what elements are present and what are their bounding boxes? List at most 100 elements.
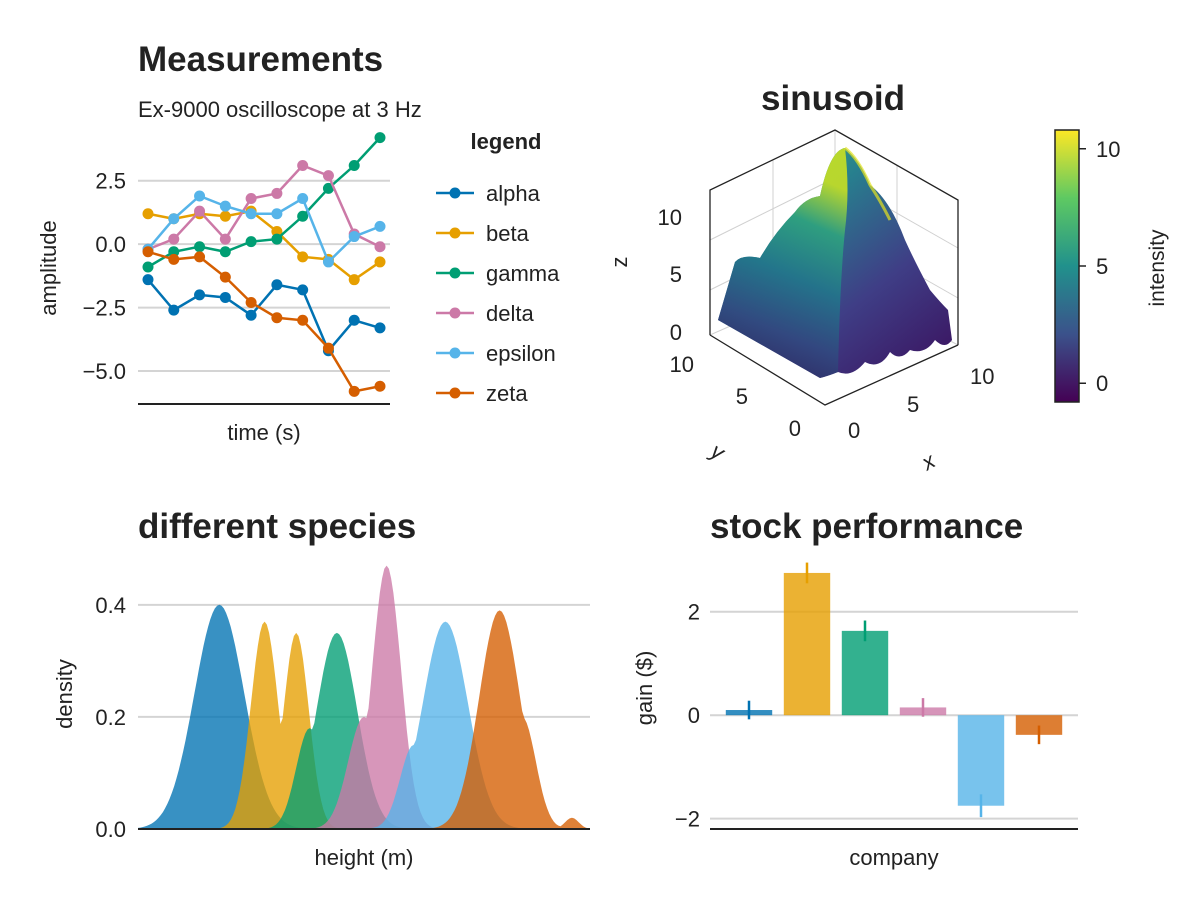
stock-y-label: gain ($) [632,651,657,726]
x-tick: 10 [970,364,994,389]
legend-marker-zeta [449,387,461,399]
measurements-x-label: time (s) [227,420,300,445]
data-point-delta [194,205,206,217]
bar-gamma [841,630,889,716]
y-tick-label: 2 [688,600,700,625]
y-tick-label: 0.0 [95,817,126,842]
data-point-gamma [348,160,360,172]
y-tick: 0 [789,416,801,441]
data-point-zeta [245,297,257,309]
sinusoid-title: sinusoid [761,79,905,118]
stock-bars [725,562,1063,818]
y-tick-label: 2.5 [95,169,126,194]
data-point-zeta [271,312,283,324]
bar-beta [783,572,831,716]
legend-marker-gamma [449,267,461,279]
y-tick-label: 0.4 [95,593,126,618]
x-axis-label: x [916,447,940,475]
data-point-zeta [374,380,386,392]
y-axis-label: y [705,437,730,466]
data-point-epsilon [348,231,360,243]
data-point-alpha [348,314,360,326]
species-panel: different species 0.4 0.2 0.0 height (m) d… [52,507,590,870]
legend-label-beta: beta [486,221,530,246]
stock-title: stock performance [710,507,1023,546]
data-point-gamma [168,246,180,258]
data-point-delta [322,170,334,182]
y-tick-label: 0.0 [95,232,126,257]
legend-marker-delta [449,307,461,319]
data-point-zeta [168,253,180,265]
colorbar-label: intensity [1146,229,1169,307]
y-tick-label: −5.0 [83,359,126,384]
colorbar-tick-label: 10 [1096,137,1120,162]
legend-marker-epsilon [449,347,461,359]
data-point-beta [297,251,309,263]
data-point-epsilon [374,220,386,232]
density-area-beta [138,621,590,829]
density-area-delta [138,565,590,829]
measurements-legend: alpha beta gamma delta epsilon zeta [436,181,560,406]
colorbar-ticks: 10 5 0 [1079,137,1120,396]
data-point-zeta [219,271,231,283]
legend-label-epsilon: epsilon [486,341,556,366]
series-line-epsilon [147,194,381,265]
legend-marker-alpha [449,187,461,199]
x-tick: 5 [907,392,919,417]
species-x-label: height (m) [314,845,413,870]
data-point-delta [271,187,283,199]
y-tick-label: −2.5 [83,296,126,321]
data-point-delta [168,233,180,245]
data-point-alpha [168,304,180,316]
data-point-gamma [297,210,309,222]
species-y-label: density [52,659,77,729]
z-axis-ticks: 10 5 0 [658,205,682,345]
data-point-epsilon [271,208,283,220]
data-point-gamma [194,241,206,253]
data-point-epsilon [168,213,180,225]
data-point-beta [348,274,360,286]
colorbar-tick-label: 5 [1096,254,1108,279]
data-point-gamma [271,233,283,245]
data-point-zeta [297,314,309,326]
x-tick: 0 [848,418,860,443]
series-line-gamma [147,136,381,269]
y-tick: 5 [736,384,748,409]
data-point-gamma [245,236,257,248]
sinusoid-panel: sinusoid 10 5 0 z 10 [607,79,1169,476]
data-point-zeta [194,251,206,263]
species-title: different species [138,507,416,546]
data-point-alpha [142,274,154,286]
data-point-epsilon [194,190,206,202]
data-point-gamma [322,182,334,194]
y-tick-label: 0.2 [95,705,126,730]
y-tick-label: 0 [688,703,700,728]
data-point-alpha [374,322,386,334]
data-point-alpha [245,309,257,321]
z-tick: 10 [658,205,682,230]
data-point-beta [374,256,386,268]
legend-label-zeta: zeta [486,381,528,406]
data-point-delta [374,241,386,253]
legend-label-delta: delta [486,301,534,326]
data-point-zeta [322,342,334,354]
y-tick: 10 [670,352,694,377]
z-axis-label: z [607,257,632,268]
species-y-ticks: 0.4 0.2 0.0 [95,593,126,842]
measurements-subtitle: Ex-9000 oscilloscope at 3 Hz [138,97,422,122]
legend-marker-beta [449,227,461,239]
data-point-delta [219,233,231,245]
data-point-gamma [219,246,231,258]
measurements-panel: Measurements Ex-9000 oscilloscope at 3 H… [36,40,560,445]
data-point-zeta [348,385,360,397]
measurements-series [142,132,386,397]
data-point-beta [271,225,283,237]
colorbar-tick-label: 0 [1096,371,1108,396]
bar-epsilon [957,715,1005,806]
data-point-delta [245,193,257,204]
measurements-y-ticks: 2.5 0.0 −2.5 −5.0 [83,169,126,384]
z-tick: 5 [670,262,682,287]
measurements-y-label: amplitude [36,220,61,315]
